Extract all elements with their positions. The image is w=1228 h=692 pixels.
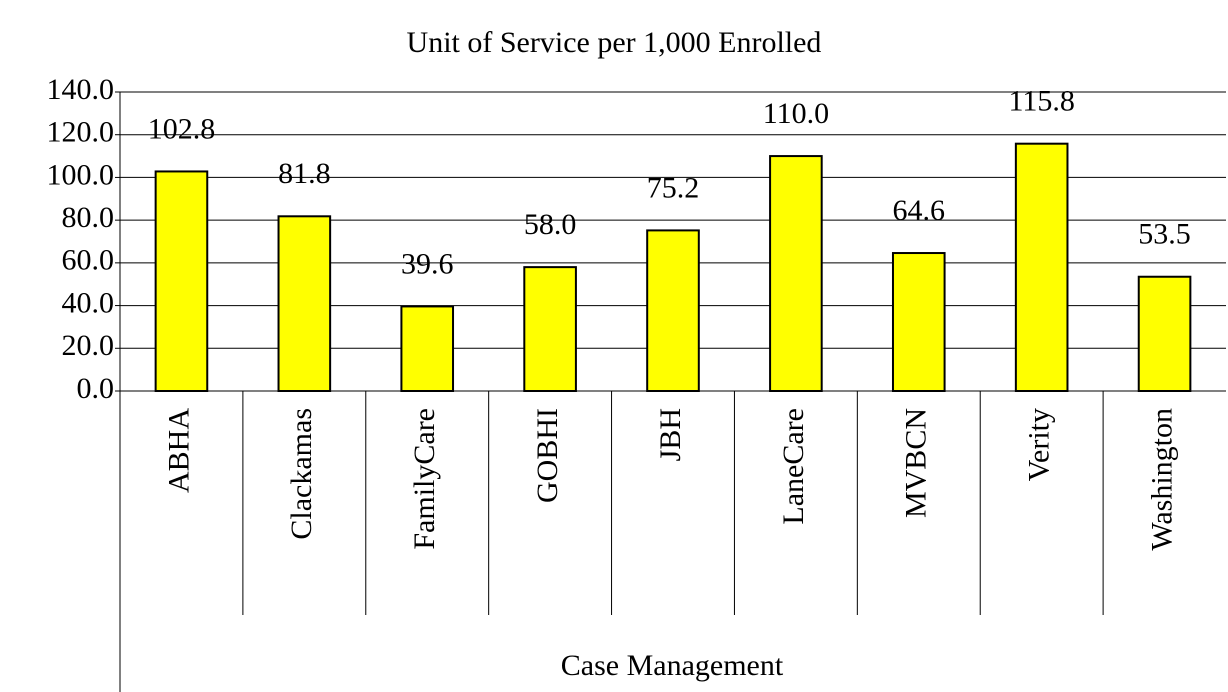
x-tick-label: ABHA	[162, 408, 195, 493]
bar	[523, 266, 577, 392]
bar	[646, 229, 700, 392]
bar	[277, 215, 332, 392]
y-tick-label: 60.0	[62, 244, 115, 277]
bar	[891, 252, 946, 392]
chart-title: Unit of Service per 1,000 Enrolled	[407, 26, 822, 59]
value-label: 64.6	[893, 194, 946, 227]
value-label: 110.0	[763, 97, 829, 130]
y-tick-label: 20.0	[62, 329, 115, 362]
bar	[1137, 275, 1192, 392]
value-label: 58.0	[524, 208, 577, 241]
x-axis-label: Case Management	[561, 649, 784, 682]
value-label: 75.2	[647, 171, 700, 204]
bar	[154, 170, 209, 392]
x-tick-label: MVBCN	[900, 408, 933, 518]
value-label: 115.8	[1008, 85, 1074, 118]
x-tick-label: Verity	[1023, 408, 1056, 481]
y-tick-label: 120.0	[47, 116, 115, 149]
value-label: 81.8	[278, 157, 331, 190]
x-tick-label: LaneCare	[777, 408, 810, 525]
y-tick-label: 140.0	[47, 73, 115, 106]
y-tick-label: 80.0	[62, 201, 115, 234]
y-tick-label: 40.0	[62, 286, 115, 319]
value-label: 39.6	[401, 247, 454, 280]
x-tick-label: Washington	[1145, 408, 1178, 551]
y-tick-label: 0.0	[77, 372, 115, 405]
x-tick-label: Clackamas	[285, 408, 318, 540]
bar	[400, 305, 455, 393]
bar	[769, 155, 823, 392]
x-tick-label: JBH	[654, 408, 687, 461]
value-label: 102.8	[148, 112, 216, 145]
x-tick-label: GOBHI	[531, 408, 564, 503]
x-tick-label: FamilyCare	[408, 408, 441, 550]
value-label: 53.5	[1138, 218, 1191, 251]
bar	[1014, 142, 1069, 392]
y-tick-label: 100.0	[47, 158, 115, 191]
